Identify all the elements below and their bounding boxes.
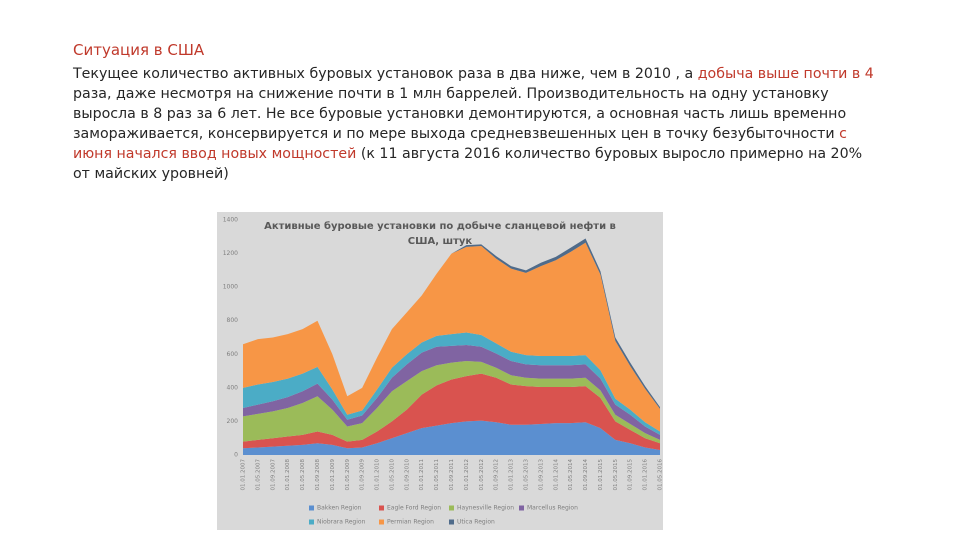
legend-label: Marcellus Region	[527, 505, 578, 512]
slide-paragraph: Текущее количество активных буровых уста…	[73, 64, 883, 184]
x-tick-label: 01.09.2015	[628, 459, 634, 491]
text-segment: (к 11 августа 2016 количество буровых вы…	[73, 146, 863, 182]
y-tick-label: 1400	[223, 217, 238, 224]
legend-swatch	[309, 519, 314, 525]
text-segment: раза, даже несмотря на снижение почти в …	[73, 86, 847, 142]
legend-swatch	[449, 519, 454, 525]
x-tick-label: 01.05.2010	[389, 459, 395, 491]
legend-label: Niobrara Region	[317, 519, 366, 526]
y-tick-label: 1200	[223, 250, 238, 257]
y-tick-label: 800	[227, 317, 239, 324]
legend-swatch	[449, 505, 454, 511]
y-tick-label: 400	[227, 384, 239, 391]
slide-title: Ситуация в США	[73, 41, 205, 59]
text-segment: с июня начался ввод новых мощностей	[73, 126, 847, 162]
legend-swatch	[519, 505, 524, 511]
legend-swatch	[309, 505, 314, 511]
area	[243, 361, 660, 444]
area	[243, 420, 660, 455]
x-tick-label: 01.05.2015	[613, 459, 619, 491]
x-tick-label: 01.05.2013	[523, 459, 529, 491]
x-tick-label: 01.05.2012	[479, 459, 485, 491]
x-tick-label: 01.01.2013	[509, 459, 515, 491]
x-tick-label: 01.05.2007	[255, 459, 261, 491]
x-tick-label: 01.05.2014	[568, 459, 574, 491]
legend-label: Bakken Region	[317, 505, 362, 512]
x-tick-label: 01.01.2015	[598, 459, 604, 491]
legend-label: Utica Region	[457, 519, 495, 526]
text-segment: добыча выше почти в 4	[697, 66, 874, 82]
x-tick-label: 01.05.2008	[300, 459, 306, 491]
x-tick-label: 01.01.2016	[643, 459, 649, 491]
y-tick-label: 1000	[223, 284, 238, 291]
y-tick-label: 600	[227, 351, 239, 358]
x-tick-label: 01.09.2014	[583, 459, 589, 491]
chart: 0 200 400 600 800 1000 1200 1400 01.01.2007 01.05…	[217, 212, 663, 530]
x-tick-label: 01.01.2008	[285, 459, 291, 491]
x-tick-label: 01.09.2012	[494, 459, 500, 491]
x-tick-label: 01.05.2011	[434, 459, 440, 491]
x-tick-label: 01.09.2009	[360, 459, 366, 491]
area	[243, 373, 660, 450]
x-tick-label: 01.05.2009	[345, 459, 351, 491]
x-tick-label: 01.01.2009	[330, 459, 336, 491]
legend-label: Eagle Ford Region	[387, 505, 441, 512]
legend-label: Haynesville Region	[457, 505, 514, 512]
x-tick-label: 01.09.2013	[538, 459, 544, 491]
area	[243, 345, 660, 440]
x-tick-label: 01.01.2011	[419, 459, 425, 491]
legend-label: Permian Region	[387, 519, 434, 526]
x-tick-label: 01.09.2008	[315, 459, 321, 491]
x-tick-label: 01.01.2014	[553, 459, 559, 491]
text-segment: Текущее количество активных буровых уста…	[73, 66, 698, 82]
area	[243, 242, 660, 432]
x-tick-label: 01.09.2007	[270, 459, 276, 491]
x-tick-label: 01.01.2007	[241, 459, 247, 491]
x-tick-label: 01.09.2011	[449, 459, 455, 491]
x-tick-label: 01.01.2010	[375, 459, 381, 491]
y-tick-label: 200	[227, 418, 239, 425]
x-tick-label: 01.01.2012	[464, 459, 470, 491]
legend-swatch	[379, 505, 384, 511]
area	[243, 332, 660, 435]
x-tick-label: 01.05.2016	[658, 459, 664, 491]
y-tick-label: 0	[234, 452, 238, 459]
legend-swatch	[379, 519, 384, 525]
chart-title: Активные буровые установки по добыче сла…	[264, 221, 616, 247]
x-tick-label: 01.09.2010	[404, 459, 410, 491]
